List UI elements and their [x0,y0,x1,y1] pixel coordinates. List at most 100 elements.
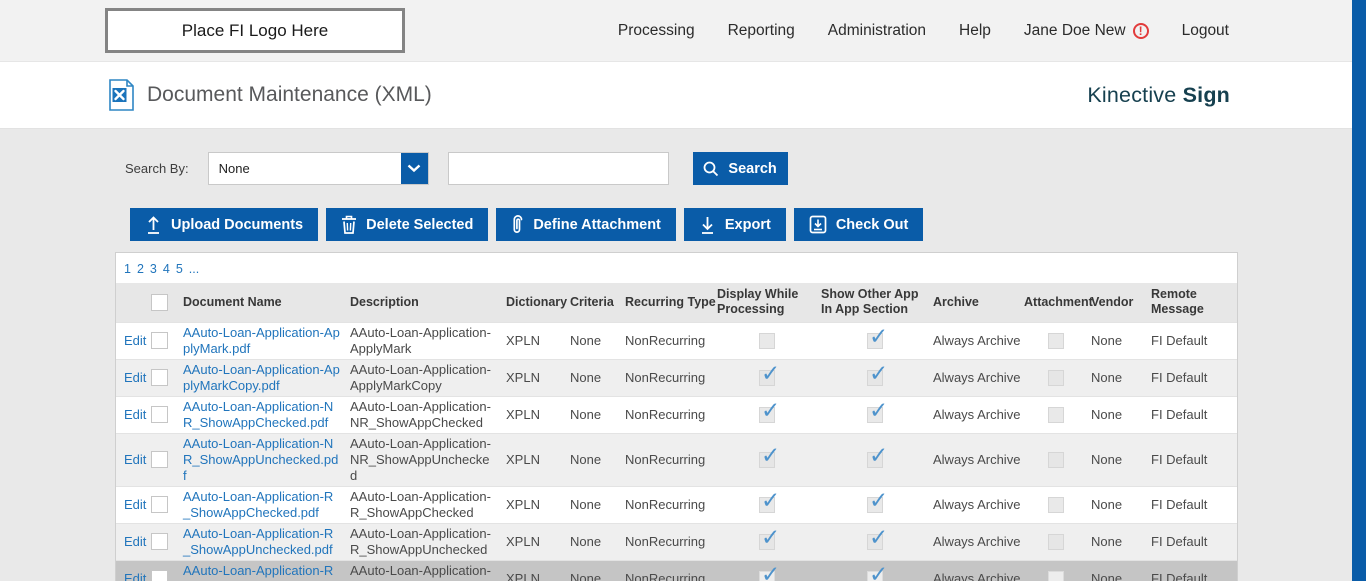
nav-item-reporting[interactable]: Reporting [727,21,795,39]
header-select-all [151,283,183,322]
display-while-processing-checkbox [759,362,780,386]
header-attachment: Attachment [1024,294,1093,309]
document-name-link[interactable]: AAuto-Loan-Application-NR_ShowAppChecked… [183,398,334,430]
archive-cell: Always Archive [933,485,1024,523]
main-nav: Processing Reporting Administration Help… [618,22,1366,40]
header-edit [116,283,151,322]
page-link-3[interactable]: 3 [149,262,157,276]
nav-item-processing[interactable]: Processing [617,21,695,39]
archive-cell: Always Archive [933,522,1024,560]
show-other-app-checkbox [867,563,888,581]
nav-item-help[interactable]: Help [959,21,991,39]
edit-link[interactable]: Edit [124,570,147,581]
dictionary-cell: XPLN [506,358,570,396]
user-name-label: Jane Doe New [1023,21,1126,39]
archive-cell: Always Archive [933,321,1024,359]
recurring-type-cell: NonRecurring [625,395,717,433]
select-all-checkbox[interactable] [151,293,168,311]
document-name-link[interactable]: AAuto-Loan-Application-ApplyMark.pdf [183,324,340,356]
attachment-checkbox [1047,332,1064,349]
criteria-cell: None [570,358,625,396]
edit-link[interactable]: Edit [124,332,147,348]
edit-link[interactable]: Edit [124,451,147,467]
dictionary-cell: XPLN [506,395,570,433]
page-title: Document Maintenance (XML) [147,83,432,106]
table-row: Edit AAuto-Loan-Application-NR_ShowAppUn… [116,432,1237,486]
archive-cell: Always Archive [933,559,1024,581]
header-dictionary: Dictionary [506,294,568,309]
attachment-checkbox [1047,406,1064,423]
table-row: Edit AAuto-Loan-Application-R_ShowAppUnc… [116,522,1237,560]
chevron-down-icon[interactable] [400,153,428,184]
nav-item-administration[interactable]: Administration [827,21,927,39]
brand-regular: Kinective [1087,82,1177,107]
brand-bold: Sign [1182,82,1230,107]
document-name-link[interactable]: AAuto-Loan-Application-ApplyMarkCopy.pdf [183,361,340,393]
search-by-dropdown[interactable]: None [207,152,429,185]
remote-message-cell: FI Default [1151,395,1237,433]
edit-link[interactable]: Edit [124,406,147,422]
page-link-5[interactable]: 5 [175,262,183,276]
display-while-processing-checkbox [759,444,780,468]
right-edge-accent-bar [1352,0,1366,581]
delete-selected-button[interactable]: Delete Selected [326,208,489,241]
edit-link[interactable]: Edit [124,496,147,512]
edit-link[interactable]: Edit [124,533,147,549]
table-body: Edit AAuto-Loan-Application-ApplyMark.pd… [116,321,1237,581]
header-document-name: Document Name [183,294,282,309]
page-link-2[interactable]: 2 [136,262,144,276]
upload-icon [148,216,159,234]
remote-message-cell: FI Default [1151,522,1237,560]
recurring-type-cell: NonRecurring [625,522,717,560]
document-name-link[interactable]: AAuto-Loan-Application-NR_ShowAppUncheck… [183,435,339,483]
search-by-label: Search By: [125,161,189,176]
row-select-checkbox[interactable] [151,332,168,350]
search-input[interactable] [447,152,669,185]
display-while-processing-checkbox [759,399,780,423]
attachment-checkbox [1047,533,1064,550]
page-link-more[interactable]: ... [188,262,200,276]
vendor-cell: None [1091,522,1151,560]
upload-documents-button[interactable]: Upload Documents [130,208,319,241]
page-link-4[interactable]: 4 [162,262,170,276]
edit-link[interactable]: Edit [124,369,147,385]
nav-item-user[interactable]: Jane Doe New ! [1024,22,1149,40]
alert-icon: ! [1132,22,1149,39]
row-select-checkbox[interactable] [151,533,168,551]
search-button[interactable]: Search [692,152,788,185]
show-other-app-checkbox [867,399,888,423]
page-link-1[interactable]: 1 [124,262,131,276]
criteria-cell: None [570,432,625,486]
document-name-link[interactable]: AAuto-Loan-Application-RS-AFD731-test.pd… [183,562,334,581]
row-select-checkbox[interactable] [151,406,168,424]
row-select-checkbox[interactable] [151,369,168,387]
check-out-button[interactable]: Check Out [793,208,924,241]
recurring-type-cell: NonRecurring [625,432,717,486]
document-tools-icon [109,79,134,111]
row-select-checkbox[interactable] [151,496,168,514]
export-button[interactable]: Export [683,208,786,241]
document-name-link[interactable]: AAuto-Loan-Application-R_ShowAppChecked.… [183,488,334,520]
remote-message-cell: FI Default [1151,321,1237,359]
document-name-link[interactable]: AAuto-Loan-Application-R_ShowAppUnchecke… [183,525,334,557]
documents-table-container: 1 2 3 4 5 ... Document Name Description … [115,252,1238,581]
header-vendor: Vendor [1091,294,1134,309]
vendor-cell: None [1091,485,1151,523]
description-cell: AAuto-Loan-Application-ApplyMarkCopy [350,358,506,396]
display-while-processing-checkbox [759,332,775,349]
row-select-checkbox[interactable] [151,570,168,581]
recurring-type-cell: NonRecurring [625,358,717,396]
dictionary-cell: XPLN [506,522,570,560]
description-cell: AAuto-Loan-Application-NR_ShowAppUncheck… [350,432,506,486]
table-row: Edit AAuto-Loan-Application-RS-AFD731-te… [116,559,1237,581]
dictionary-cell: XPLN [506,485,570,523]
description-cell: AAuto-Loan-Application-ApplyMark [350,321,506,359]
attachment-checkbox [1047,571,1064,581]
define-attachment-button[interactable]: Define Attachment [496,208,676,241]
nav-item-logout[interactable]: Logout [1181,21,1229,39]
row-select-checkbox[interactable] [151,451,168,469]
download-icon [701,217,713,234]
recurring-type-cell: NonRecurring [625,559,717,581]
fi-logo-text: Place FI Logo Here [181,20,329,40]
